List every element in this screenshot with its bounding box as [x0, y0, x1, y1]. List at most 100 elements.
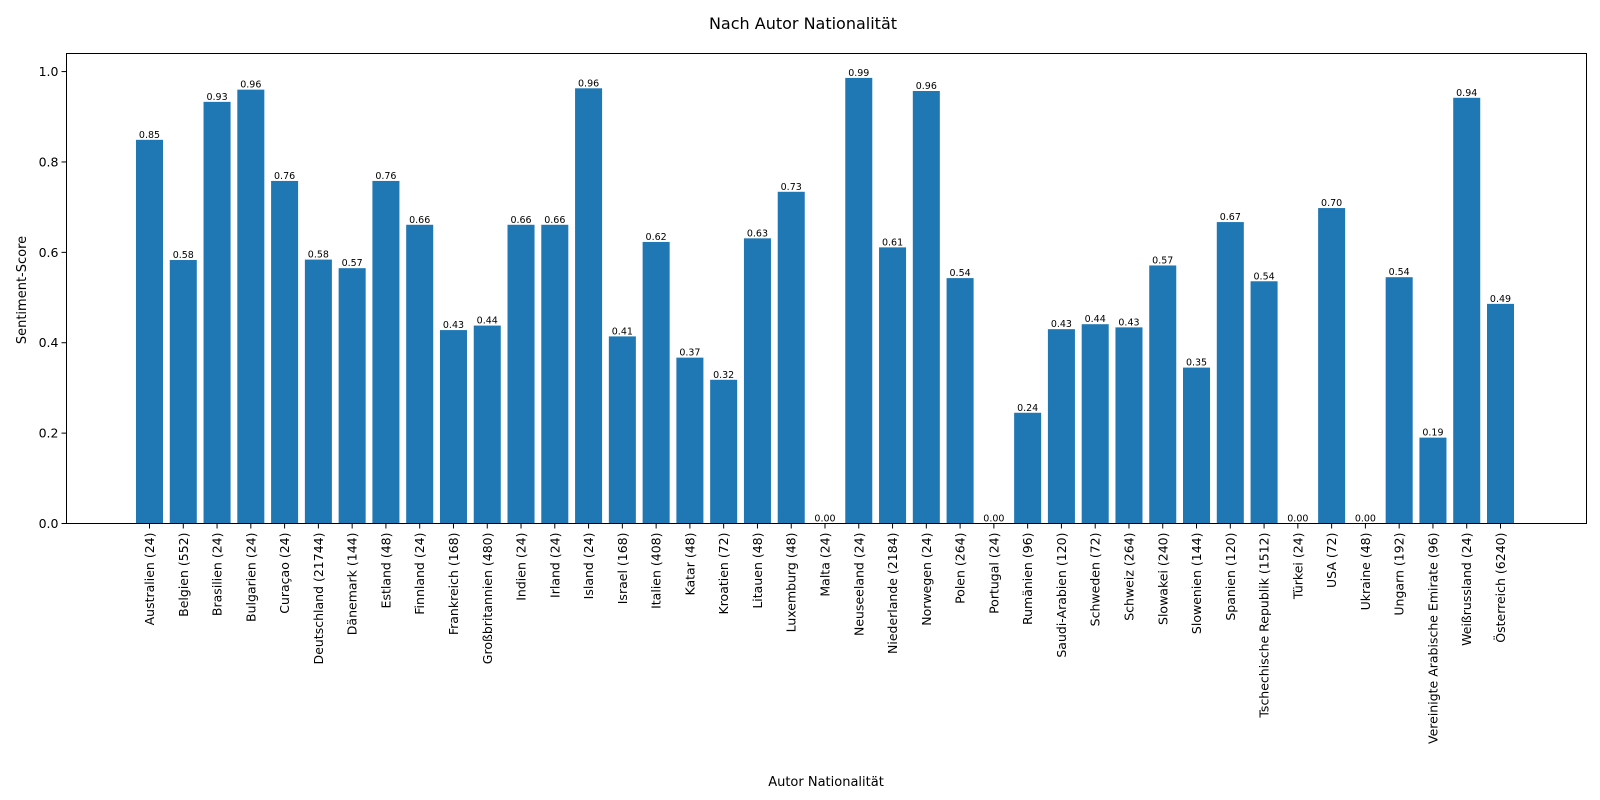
bar: [203, 101, 231, 524]
x-tick-label: Slowakei (240): [1155, 533, 1170, 625]
x-tick-label: Saudi-Arabien (120): [1054, 533, 1069, 658]
bar: [1183, 367, 1211, 524]
plot-frame: [66, 53, 1587, 524]
x-tick-label: Frankreich (168): [446, 533, 461, 636]
bar-value-label: 0.57: [342, 258, 363, 269]
x-tick-label: Neuseeland (24): [851, 533, 866, 636]
bar: [135, 139, 164, 524]
bar: [304, 259, 332, 524]
bar-value-label: 0.66: [544, 215, 565, 226]
bar: [473, 325, 501, 524]
x-tick-label: Weißrussland (24): [1459, 533, 1474, 646]
bar: [1115, 327, 1143, 524]
bar-value-label: 0.73: [781, 182, 802, 193]
bar-labels-group: 0.85 0.58 0.93 0.96 0.76 0.58 0.57 0.76 0.66 0.43…: [139, 68, 1511, 525]
bar-value-label: 0.19: [1422, 428, 1443, 439]
bar-value-label: 0.94: [1456, 88, 1477, 99]
bar: [439, 330, 467, 524]
x-tick-label: Ungarn (192): [1392, 533, 1407, 616]
x-tick-label: Rumänien (96): [1020, 533, 1035, 626]
y-axis-label: Sentiment-Score: [15, 236, 30, 344]
x-tick-label: Finnland (24): [412, 533, 427, 615]
x-tick-label: Estland (48): [378, 533, 393, 609]
bar-value-label: 0.76: [375, 171, 396, 182]
bar-value-label: 0.85: [139, 130, 160, 141]
bar: [676, 357, 704, 524]
x-axis-label: Autor Nationalität: [768, 775, 884, 790]
bars-group: [135, 77, 1515, 524]
bar: [541, 224, 569, 524]
bar-value-label: 0.93: [206, 92, 227, 103]
bar-value-label: 0.96: [916, 81, 937, 92]
bar-value-label: 0.67: [1220, 212, 1241, 223]
bar: [1081, 324, 1109, 524]
x-tick-label: Australien (24): [142, 533, 157, 626]
x-tick-label: Großbritannien (480): [480, 533, 495, 665]
x-axis: Australien (24) Belgien (552) Brasilien (2…: [142, 523, 1508, 744]
y-axis: 0.0 0.2 0.4 0.6 0.8 1.0: [39, 64, 67, 531]
x-tick-label: Indien (24): [514, 533, 529, 601]
bar: [1486, 303, 1515, 524]
x-tick-label: Curaçao (24): [277, 533, 292, 614]
x-tick-label: Portugal (24): [986, 533, 1001, 614]
bar-value-label: 0.54: [950, 268, 971, 279]
bar-value-label: 0.62: [646, 232, 667, 243]
bar-value-label: 0.00: [1287, 514, 1308, 525]
bar-value-label: 0.54: [1254, 271, 1275, 282]
bar-value-label: 0.54: [1389, 267, 1410, 278]
x-tick-label: Slowenien (144): [1189, 533, 1204, 635]
x-tick-label: Österreich (6240): [1492, 533, 1508, 643]
x-tick-label: Bulgarien (24): [243, 533, 258, 622]
bar: [710, 379, 738, 524]
bar-value-label: 0.00: [1355, 514, 1376, 525]
bar-value-label: 0.00: [814, 514, 835, 525]
bar-value-label: 0.70: [1321, 198, 1342, 209]
x-tick-label: Kroatien (72): [716, 533, 731, 615]
x-tick-label: Spanien (120): [1223, 533, 1238, 621]
bar: [406, 224, 434, 524]
y-tick-label: 0.4: [39, 335, 59, 350]
bar: [372, 180, 400, 524]
x-tick-label: Luxemburg (48): [784, 533, 799, 633]
y-tick-label: 1.0: [39, 64, 59, 79]
bar: [1014, 412, 1042, 524]
x-tick-label: Island (24): [581, 533, 596, 600]
bar: [1318, 208, 1346, 524]
bar: [271, 180, 299, 524]
bar: [777, 191, 805, 524]
bar: [1453, 97, 1481, 524]
bar-value-label: 0.49: [1490, 294, 1511, 305]
bar: [338, 268, 366, 524]
bar-value-label: 0.44: [477, 316, 498, 327]
x-tick-label: Brasilien (24): [210, 533, 225, 617]
bar-value-label: 0.57: [1152, 255, 1173, 266]
x-tick-label: Katar (48): [682, 533, 697, 596]
y-tick-label: 0.2: [39, 426, 59, 441]
bar-value-label: 0.44: [1085, 314, 1106, 325]
bar-value-label: 0.66: [409, 215, 430, 226]
bar-value-label: 0.43: [1051, 319, 1072, 330]
x-tick-label: Norwegen (24): [919, 533, 934, 626]
bar-value-label: 0.32: [713, 370, 734, 381]
bar-value-label: 0.96: [578, 78, 599, 89]
bar-value-label: 0.24: [1017, 403, 1038, 414]
bar: [1385, 277, 1413, 524]
x-tick-label: Litauen (48): [750, 533, 765, 609]
x-tick-label: Israel (168): [615, 533, 630, 605]
bar: [642, 241, 670, 524]
bar: [1047, 329, 1075, 524]
x-tick-label: Malta (24): [818, 533, 833, 597]
bar: [575, 88, 603, 524]
chart-title: Nach Autor Nationalität: [709, 14, 897, 33]
y-tick-label: 0.8: [39, 154, 59, 169]
bar: [1149, 265, 1177, 524]
x-tick-label: Ukraine (48): [1358, 533, 1373, 611]
bar: [946, 278, 974, 524]
plot-area: 0.85 0.58 0.93 0.96 0.76 0.58 0.57 0.76 0.66 0.43…: [39, 53, 1587, 744]
bar: [507, 224, 535, 524]
bar: [1216, 222, 1244, 524]
x-tick-label: Irland (24): [547, 533, 562, 598]
x-tick-label: Dänemark (144): [345, 533, 360, 636]
bar-value-label: 0.43: [1118, 317, 1139, 328]
